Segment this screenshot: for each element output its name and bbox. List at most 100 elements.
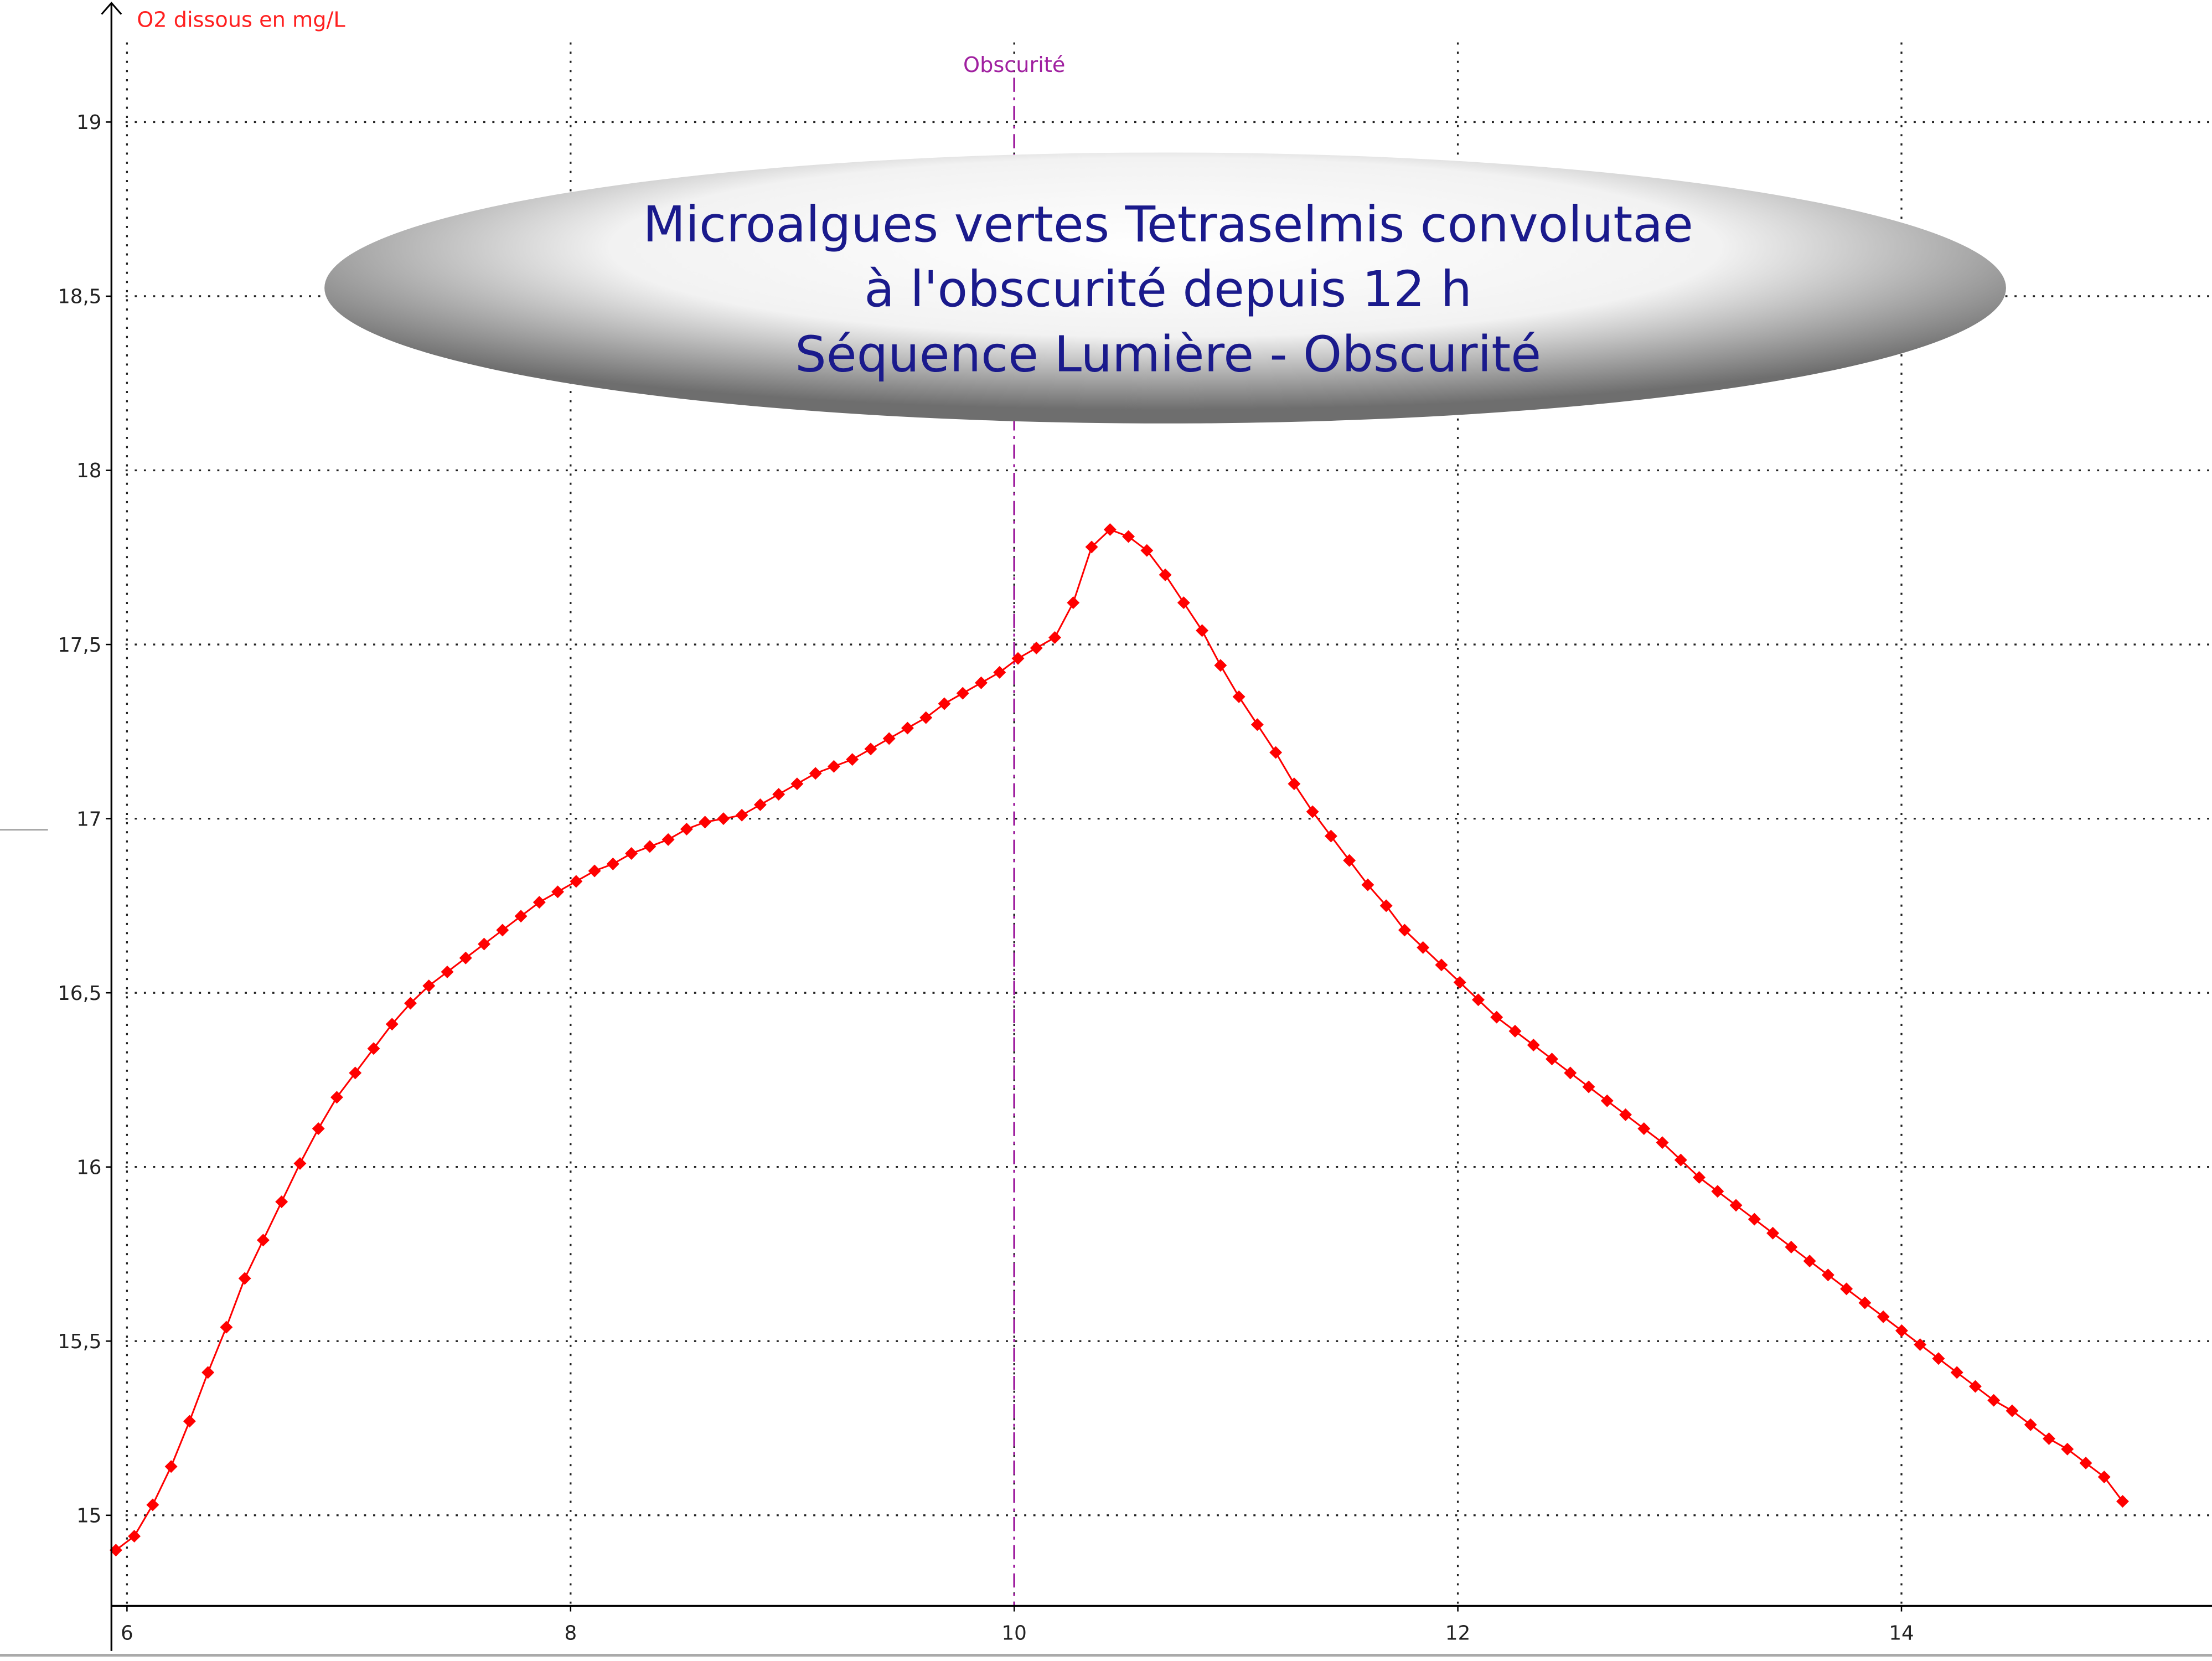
data-point <box>1508 1024 1522 1038</box>
data-point <box>1987 1394 2001 1407</box>
data-point <box>1250 718 1264 731</box>
data-point <box>1159 568 1172 581</box>
title-line: Microalgues vertes Tetraselmis convoluta… <box>643 196 1693 254</box>
data-point <box>1232 690 1245 703</box>
data-point <box>349 1066 362 1080</box>
data-point <box>1895 1324 1908 1337</box>
data-point <box>753 798 767 811</box>
data-point <box>1840 1282 1853 1296</box>
data-point <box>1343 854 1356 867</box>
data-point <box>1324 829 1337 843</box>
data-point <box>2079 1456 2092 1469</box>
x-tick-label: 12 <box>1445 1622 1470 1645</box>
data-point <box>1932 1352 1945 1365</box>
y-tick-label: 17 <box>76 808 101 830</box>
data-point <box>385 1018 399 1031</box>
data-point <box>459 951 472 964</box>
annotation-label: Obscurité <box>963 53 1065 78</box>
y-tick-label: 15,5 <box>58 1330 101 1353</box>
data-point <box>2061 1442 2074 1456</box>
data-point <box>1693 1171 1706 1184</box>
data-point <box>901 721 914 735</box>
data-point <box>1968 1380 1982 1393</box>
data-point <box>238 1272 251 1285</box>
data-point <box>809 767 822 780</box>
data-point <box>1546 1053 1558 1066</box>
data-point <box>2024 1418 2037 1431</box>
x-tick-label: 6 <box>121 1622 133 1645</box>
data-point <box>975 676 988 689</box>
y-tick-label: 17,5 <box>58 634 101 657</box>
data-point <box>1177 596 1190 610</box>
data-point <box>938 697 951 710</box>
data-point <box>1858 1296 1872 1309</box>
data-point <box>1306 805 1319 818</box>
data-point <box>367 1042 380 1055</box>
data-point <box>1122 530 1135 543</box>
data-point <box>2006 1404 2019 1417</box>
y-axis-label: O2 dissous en mg/L <box>137 8 345 33</box>
data-point <box>1067 596 1080 610</box>
data-point <box>1564 1066 1577 1080</box>
data-point <box>441 965 454 978</box>
data-point <box>588 864 601 878</box>
data-point <box>1398 924 1411 937</box>
data-point <box>1748 1213 1761 1226</box>
data-point <box>1030 641 1043 654</box>
data-point <box>699 816 712 829</box>
data-point <box>164 1460 178 1473</box>
data-point <box>422 979 436 993</box>
data-point <box>293 1157 307 1170</box>
data-point <box>256 1234 270 1247</box>
data-point <box>625 847 638 860</box>
data-point <box>1674 1153 1687 1167</box>
data-point <box>1011 652 1025 665</box>
data-point <box>2097 1471 2111 1484</box>
data-point <box>128 1530 141 1543</box>
data-point <box>1269 746 1283 759</box>
data-point <box>1048 631 1061 644</box>
data-point <box>1103 523 1117 536</box>
y-axis-arrow <box>101 2 122 15</box>
data-point <box>496 924 509 937</box>
data-point <box>2116 1495 2129 1508</box>
data-point <box>1527 1039 1540 1051</box>
data-point <box>919 711 933 724</box>
y-tick-label: 18,5 <box>58 286 101 308</box>
data-point <box>1417 941 1430 954</box>
title-line: à l'obscurité depuis 12 h <box>864 261 1472 318</box>
title-ellipse <box>324 152 2006 424</box>
data-point <box>1600 1094 1614 1107</box>
data-point <box>1914 1338 1927 1352</box>
data-point <box>680 823 693 835</box>
y-tick-label: 19 <box>76 111 101 134</box>
data-point <box>1711 1185 1724 1198</box>
data-point <box>109 1544 122 1557</box>
data-point <box>1637 1122 1651 1135</box>
data-point <box>661 833 675 846</box>
data-point <box>1656 1136 1669 1149</box>
data-point <box>1785 1240 1798 1254</box>
data-point <box>643 840 657 853</box>
data-point <box>220 1320 233 1334</box>
x-tick-label: 10 <box>1002 1622 1027 1645</box>
data-point <box>183 1415 196 1428</box>
data-point <box>312 1122 325 1135</box>
data-point <box>570 875 583 888</box>
data-point <box>1729 1199 1743 1212</box>
data-point <box>1379 899 1393 912</box>
x-tick-label: 8 <box>564 1622 577 1645</box>
y-tick-label: 16 <box>76 1156 101 1179</box>
data-point <box>275 1195 288 1209</box>
data-point <box>1472 993 1485 1007</box>
data-point <box>1361 878 1374 891</box>
data-point <box>478 937 490 951</box>
y-tick-label: 15 <box>76 1505 101 1528</box>
data-point <box>1619 1108 1632 1121</box>
data-point <box>551 885 565 899</box>
data-point <box>1490 1010 1503 1024</box>
x-tick-label: 14 <box>1889 1622 1914 1645</box>
data-point <box>1803 1255 1816 1268</box>
